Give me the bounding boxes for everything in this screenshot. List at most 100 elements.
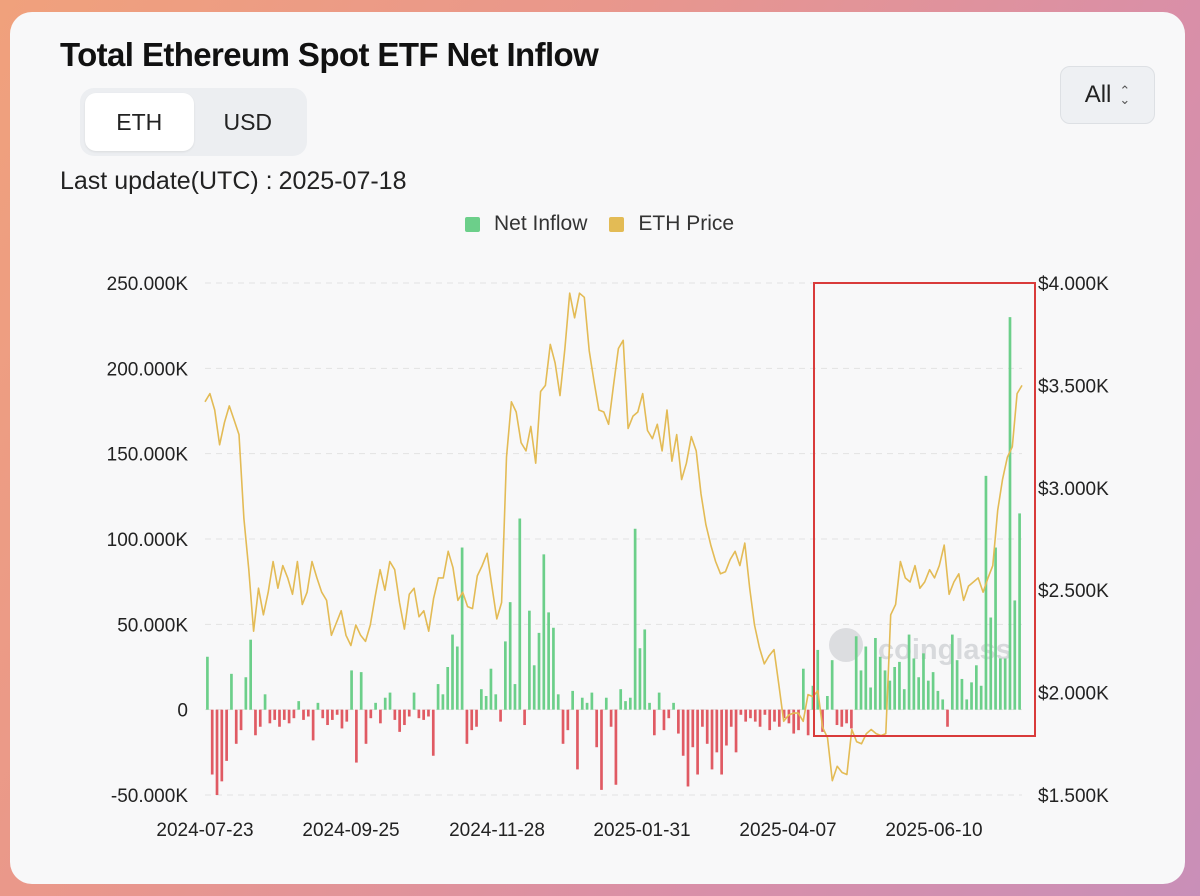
range-select-value: All	[1084, 81, 1112, 108]
y-left-tick-label: 100.000K	[107, 530, 189, 551]
net-inflow-bar	[609, 709, 613, 727]
net-inflow-bar	[532, 665, 536, 710]
net-inflow-bar	[984, 475, 988, 710]
y-left-tick-label: 50.000K	[117, 615, 188, 636]
net-inflow-bar	[811, 685, 815, 710]
net-inflow-bar	[624, 701, 627, 710]
last-update: Last update(UTC) :2025-07-18	[60, 167, 406, 196]
net-inflow-bar	[475, 709, 478, 727]
net-inflow-bar	[864, 646, 868, 710]
net-inflow-bar	[268, 709, 272, 724]
net-inflow-bar	[753, 709, 757, 722]
legend: Net Inflow ETH Price	[465, 212, 734, 236]
net-inflow-bar	[398, 709, 401, 732]
net-inflow-swatch	[465, 216, 480, 232]
y-right-tick-label: $3.000K	[1038, 479, 1109, 500]
net-inflow-bar	[331, 709, 334, 720]
legend-eth-price-label: ETH Price	[638, 212, 735, 235]
unit-toggle[interactable]: ETH USD	[80, 88, 307, 156]
net-inflow-bar	[455, 646, 459, 710]
net-inflow-bar	[835, 709, 839, 726]
net-inflow-bar	[523, 709, 526, 726]
y-left-tick-label: 150.000K	[107, 445, 189, 466]
net-inflow-bar	[797, 709, 800, 731]
net-inflow-bar	[595, 709, 599, 748]
net-inflow-bar	[653, 709, 656, 736]
net-inflow-bar	[792, 709, 796, 734]
net-inflow-bar	[561, 709, 565, 744]
net-inflow-bar	[888, 680, 892, 710]
net-inflow-bar	[854, 636, 858, 710]
net-inflow-bar	[494, 694, 498, 710]
net-inflow-bar	[215, 709, 219, 795]
net-inflow-bar	[566, 709, 570, 731]
last-update-label: Last update(UTC) :	[60, 167, 273, 195]
net-inflow-bar	[220, 709, 224, 782]
net-inflow-bar	[826, 696, 829, 710]
net-inflow-bar	[417, 709, 421, 719]
toggle-eth[interactable]: ETH	[85, 93, 194, 151]
net-inflow-bar	[388, 692, 392, 710]
net-inflow-bar	[302, 709, 305, 720]
net-inflow-bar	[729, 709, 733, 727]
net-inflow-bar	[273, 709, 277, 720]
net-inflow-bar	[686, 709, 690, 787]
net-inflow-bar	[970, 682, 973, 710]
net-inflow-bar	[749, 709, 752, 719]
net-inflow-bar	[936, 690, 940, 710]
net-inflow-bar	[239, 709, 243, 731]
legend-net-inflow[interactable]: Net Inflow	[465, 212, 587, 236]
toggle-usd[interactable]: USD	[223, 108, 273, 135]
range-select[interactable]: All ⌃ ⌄	[1060, 66, 1155, 124]
net-inflow-bar	[878, 656, 882, 710]
net-inflow-bar	[845, 709, 848, 724]
net-inflow-bar	[739, 709, 743, 715]
net-inflow-bar	[931, 672, 935, 710]
net-inflow-bar	[672, 702, 675, 710]
net-inflow-bar	[585, 702, 589, 710]
net-inflow-bar	[258, 709, 262, 727]
net-inflow-bar	[263, 694, 267, 710]
net-inflow-bar	[912, 658, 916, 710]
net-inflow-bar	[801, 668, 805, 710]
x-tick-label: 2024-07-23	[156, 820, 253, 841]
net-inflow-bar	[893, 667, 896, 710]
net-inflow-bar	[537, 632, 541, 710]
net-inflow-bar	[705, 709, 709, 744]
net-inflow-bar	[297, 701, 301, 710]
net-inflow-bar	[542, 554, 546, 710]
net-inflow-bar	[773, 709, 776, 722]
net-inflow-bar	[326, 709, 329, 726]
net-inflow-bar	[787, 709, 791, 724]
net-inflow-bar	[734, 709, 738, 753]
net-inflow-bar	[436, 684, 440, 710]
x-tick-label: 2025-04-07	[739, 820, 836, 841]
y-left-tick-label: 0	[177, 701, 188, 722]
net-inflow-bar	[715, 709, 719, 753]
net-inflow-bar	[504, 641, 507, 710]
net-inflow-bar	[816, 649, 820, 710]
net-inflow-bar	[590, 692, 594, 710]
chevron-updown-icon: ⌃ ⌄	[1119, 83, 1131, 107]
net-inflow-bar	[465, 709, 469, 744]
y-left-tick-label: 250.000K	[107, 274, 189, 295]
net-inflow-bar	[941, 699, 945, 710]
net-inflow-bar	[1003, 658, 1007, 710]
net-inflow-bar	[633, 528, 637, 710]
net-inflow-bar	[628, 697, 632, 710]
net-inflow-bar	[667, 709, 671, 719]
net-inflow-bar	[946, 709, 949, 727]
net-inflow-bar	[518, 518, 522, 710]
legend-eth-price[interactable]: ETH Price	[609, 212, 734, 236]
eth-price-line	[204, 292, 1023, 782]
net-inflow-bar	[234, 709, 238, 744]
net-inflow-bar	[677, 709, 680, 734]
net-inflow-bar	[922, 653, 925, 710]
net-inflow-bar	[306, 709, 310, 717]
net-inflow-bar	[657, 692, 661, 710]
net-inflow-bar	[316, 702, 320, 710]
net-inflow-bar	[691, 709, 695, 748]
net-inflow-bar	[374, 702, 377, 710]
net-inflow-bar	[484, 696, 488, 710]
